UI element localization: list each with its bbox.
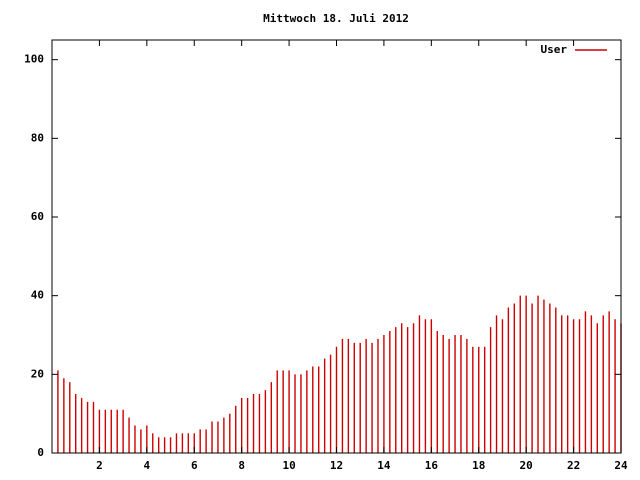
y-tick-label: 20 bbox=[31, 367, 44, 380]
x-tick-label: 22 bbox=[567, 459, 580, 472]
x-tick-label: 24 bbox=[614, 459, 628, 472]
y-tick-label: 80 bbox=[31, 131, 44, 144]
x-tick-label: 14 bbox=[377, 459, 391, 472]
x-tick-label: 18 bbox=[472, 459, 485, 472]
x-tick-label: 6 bbox=[191, 459, 198, 472]
x-tick-label: 12 bbox=[330, 459, 343, 472]
chart-title: Mittwoch 18. Juli 2012 bbox=[263, 12, 409, 25]
y-tick-label: 40 bbox=[31, 289, 44, 302]
y-tick-label: 100 bbox=[24, 53, 44, 66]
y-tick-label: 60 bbox=[31, 210, 44, 223]
legend-label: User bbox=[541, 43, 568, 56]
x-tick-label: 2 bbox=[96, 459, 103, 472]
x-tick-label: 10 bbox=[282, 459, 295, 472]
y-tick-label: 0 bbox=[37, 446, 44, 459]
x-tick-label: 20 bbox=[520, 459, 533, 472]
x-tick-label: 4 bbox=[144, 459, 151, 472]
x-tick-label: 16 bbox=[425, 459, 439, 472]
x-tick-label: 8 bbox=[238, 459, 245, 472]
